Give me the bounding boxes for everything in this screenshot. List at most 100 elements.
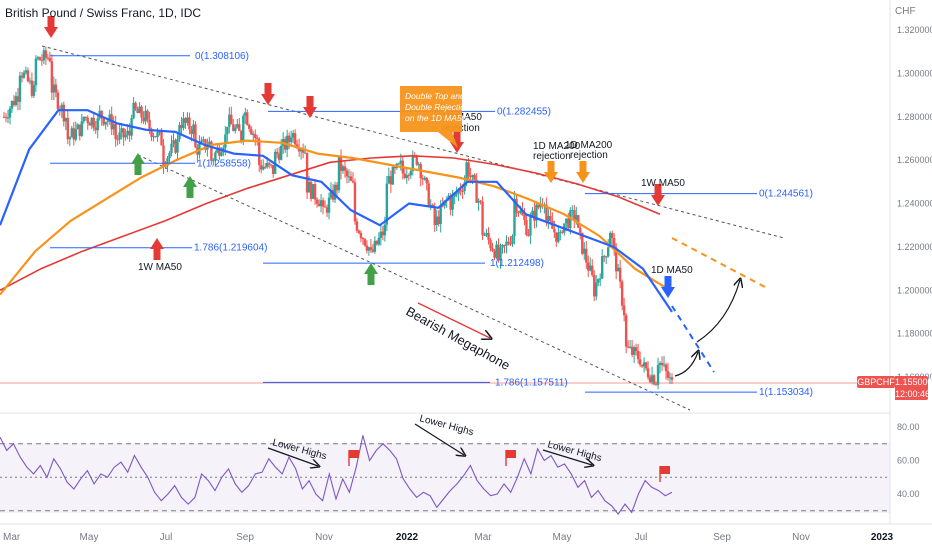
price-tag: 1.155000 12:00:46 xyxy=(895,376,932,400)
candle xyxy=(417,161,420,170)
fib-level-label: 1(1.153034) xyxy=(759,387,813,398)
candle xyxy=(644,361,648,371)
candle-body xyxy=(459,189,462,191)
candle-body xyxy=(293,133,297,145)
candle xyxy=(387,167,391,184)
candle-body xyxy=(407,175,410,177)
candle xyxy=(523,207,526,226)
candle-body xyxy=(441,205,444,207)
candle-body xyxy=(275,151,279,154)
candle-body xyxy=(210,141,213,161)
candle xyxy=(341,164,345,174)
candle-body xyxy=(120,128,123,133)
candle xyxy=(437,210,440,227)
candle xyxy=(74,121,77,142)
lower-highs-arrow xyxy=(267,447,318,466)
candle-body xyxy=(479,200,482,202)
candle xyxy=(70,126,73,138)
candle-body xyxy=(601,256,604,279)
callout-box xyxy=(400,86,462,148)
candle xyxy=(36,55,40,61)
candle xyxy=(610,230,614,246)
candle-body xyxy=(367,247,371,251)
candle-body xyxy=(250,128,253,135)
price-tick-label: 1.320000 xyxy=(897,25,932,35)
candle-body xyxy=(549,216,552,221)
candle xyxy=(168,150,171,164)
price-tick-label: 1.200000 xyxy=(897,285,932,295)
candle-body xyxy=(565,218,568,224)
candle-body xyxy=(96,118,99,131)
candle-body xyxy=(301,149,305,153)
candle-body xyxy=(230,114,233,125)
candle-body xyxy=(26,70,30,82)
candle-body xyxy=(136,109,139,114)
candle-body xyxy=(240,130,243,141)
candle xyxy=(593,270,596,302)
candle xyxy=(96,115,99,139)
candle-body xyxy=(521,210,524,216)
candle-body xyxy=(630,346,634,355)
candle-body xyxy=(305,152,309,193)
candle-body xyxy=(331,189,335,200)
candle xyxy=(80,113,83,138)
candle xyxy=(325,204,329,218)
candle xyxy=(248,123,251,132)
candle xyxy=(323,200,327,208)
candle xyxy=(337,156,341,193)
candle-body xyxy=(4,116,8,118)
candle xyxy=(481,196,484,241)
candle-body xyxy=(577,215,580,228)
candle-body xyxy=(381,231,385,236)
candle xyxy=(425,177,428,191)
candle xyxy=(138,102,141,114)
candle-body xyxy=(493,250,496,258)
candle-body xyxy=(487,233,490,240)
candle xyxy=(176,134,179,162)
candle-body xyxy=(579,227,582,233)
candle-body xyxy=(361,238,365,240)
candle-body xyxy=(270,164,273,166)
candle xyxy=(56,89,60,113)
candle-body xyxy=(475,180,478,203)
candle-body xyxy=(471,174,474,177)
candle-body xyxy=(409,171,412,176)
candle xyxy=(377,232,381,247)
candle xyxy=(652,373,656,386)
candle-body xyxy=(433,206,436,226)
candle-body xyxy=(285,135,289,150)
candle-body xyxy=(421,178,424,180)
candle-body xyxy=(104,122,107,125)
candle xyxy=(479,199,482,205)
time-tick-label: May xyxy=(80,532,99,543)
candle-body xyxy=(497,244,500,261)
candle-body xyxy=(116,139,119,141)
candle xyxy=(349,171,353,182)
candle xyxy=(270,163,273,169)
candle xyxy=(660,356,664,372)
candle-body xyxy=(383,224,387,236)
candle-body xyxy=(537,204,540,208)
candle-body xyxy=(591,265,594,276)
fib-level-label: 1.786(1.219604) xyxy=(194,243,267,254)
candle-body xyxy=(188,117,191,130)
candle-body xyxy=(208,141,211,148)
candle xyxy=(557,226,560,244)
candle xyxy=(365,240,369,254)
candle-body xyxy=(244,112,247,116)
candle xyxy=(603,254,606,263)
candle-body xyxy=(226,126,229,135)
candle-body xyxy=(172,140,175,144)
megaphone-upper-line xyxy=(41,45,785,239)
candle-body xyxy=(662,364,666,366)
candle-body xyxy=(535,204,538,221)
candle xyxy=(188,112,191,135)
candle xyxy=(66,110,70,145)
candle xyxy=(599,273,602,287)
candle-body xyxy=(315,199,319,204)
candle-body xyxy=(134,102,137,110)
candle-body xyxy=(10,101,14,109)
candle xyxy=(268,161,271,169)
candle-body xyxy=(18,75,22,102)
